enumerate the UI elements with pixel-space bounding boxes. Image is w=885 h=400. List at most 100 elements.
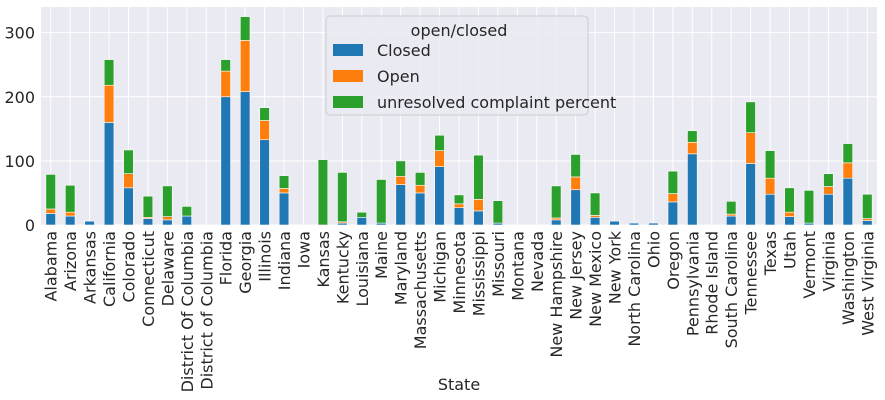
x-tick-label: Vermont bbox=[800, 231, 819, 299]
x-tick-label: District of Columbia bbox=[197, 231, 216, 390]
bar-closed-pennsylvania bbox=[687, 153, 698, 226]
bar-unresolved-complaint-percent-michigan bbox=[434, 134, 445, 151]
bar-open-delaware bbox=[162, 216, 173, 221]
legend-swatch bbox=[333, 96, 363, 108]
bar-closed-connecticut bbox=[142, 218, 154, 226]
legend: open/closed Closed Open unresolved complai… bbox=[325, 15, 616, 116]
x-tick-label: Massachusetts bbox=[411, 231, 430, 349]
bar-closed-california bbox=[103, 122, 115, 226]
bar-unresolved-complaint-percent-mississippi bbox=[473, 154, 484, 200]
x-tick-label: Pennsylvania bbox=[683, 231, 702, 336]
x-tick-label: Alabama bbox=[42, 231, 61, 302]
x-tick-label: Arkansas bbox=[81, 231, 100, 304]
bar-closed-massachusetts bbox=[414, 192, 426, 226]
x-tick-label: Oregon bbox=[664, 231, 683, 290]
bar-open-texas bbox=[764, 177, 776, 195]
bar-closed-oregon bbox=[667, 201, 679, 226]
x-tick-label: Texas bbox=[761, 231, 780, 276]
bar-unresolved-complaint-percent-california bbox=[103, 59, 115, 86]
x-tick-label: Illinois bbox=[256, 231, 275, 282]
bar-closed-north-carolina bbox=[628, 222, 640, 226]
x-tick-label: West Virginia bbox=[858, 231, 877, 336]
bar-unresolved-complaint-percent-illinois bbox=[259, 107, 270, 121]
legend-label: unresolved complaint percent bbox=[377, 93, 616, 112]
x-tick-label: Mississippi bbox=[469, 231, 488, 316]
bar-closed-new-mexico bbox=[589, 217, 601, 226]
bar-unresolved-complaint-percent-pennsylvania bbox=[687, 130, 698, 143]
x-tick-label: Minnesota bbox=[450, 231, 469, 314]
x-tick-label: Connecticut bbox=[139, 231, 158, 327]
legend-title: open/closed bbox=[411, 21, 508, 40]
bar-closed-virginia bbox=[823, 193, 834, 226]
bar-open-alabama bbox=[45, 208, 56, 214]
bar-open-georgia bbox=[239, 40, 251, 92]
bar-closed-delaware bbox=[162, 219, 173, 226]
x-tick-label: Kentucky bbox=[333, 231, 352, 304]
x-tick-label: Georgia bbox=[236, 231, 255, 294]
bar-closed-arizona bbox=[65, 215, 76, 226]
y-tick-label: 0 bbox=[25, 216, 35, 235]
bar-closed-maryland bbox=[395, 184, 406, 226]
bar-unresolved-complaint-percent-florida bbox=[220, 59, 231, 72]
bar-open-new-jersey bbox=[570, 176, 581, 191]
bar-closed-south-carolina bbox=[726, 215, 737, 226]
bar-unresolved-complaint-percent-washington bbox=[842, 143, 853, 164]
x-tick-label: Maine bbox=[372, 231, 391, 279]
bar-open-maryland bbox=[395, 175, 406, 185]
x-axis-title: State bbox=[438, 375, 480, 394]
bar-open-tennessee bbox=[745, 132, 756, 164]
bar-unresolved-complaint-percent-new-mexico bbox=[589, 192, 601, 216]
x-tick-label: District Of Columbia bbox=[178, 231, 197, 392]
bar-open-oregon bbox=[667, 193, 679, 203]
bar-closed-arkansas bbox=[84, 220, 95, 226]
bar-unresolved-complaint-percent-louisiana bbox=[356, 211, 367, 218]
x-tick-label: North Carolina bbox=[625, 231, 644, 347]
bar-open-virginia bbox=[823, 186, 834, 195]
legend-label: Open bbox=[377, 67, 420, 86]
bar-open-michigan bbox=[434, 150, 445, 167]
bar-unresolved-complaint-percent-indiana bbox=[278, 175, 290, 189]
bar-unresolved-complaint-percent-connecticut bbox=[142, 195, 154, 218]
bar-unresolved-complaint-percent-maine bbox=[376, 179, 387, 224]
bar-closed-ohio bbox=[648, 222, 659, 226]
x-tick-label: Missouri bbox=[489, 231, 508, 297]
bar-open-arizona bbox=[65, 211, 76, 217]
bar-unresolved-complaint-percent-vermont bbox=[803, 190, 815, 224]
bar-open-illinois bbox=[259, 120, 270, 141]
x-tick-label: Colorado bbox=[119, 231, 138, 303]
bar-open-pennsylvania bbox=[687, 141, 698, 155]
x-tick-label: New Hampshire bbox=[547, 231, 566, 358]
bar-closed-colorado bbox=[123, 187, 134, 226]
legend-label: Closed bbox=[377, 41, 431, 60]
x-tick-label: California bbox=[100, 231, 119, 307]
x-tick-label: Iowa bbox=[294, 231, 313, 268]
bar-unresolved-complaint-percent-colorado bbox=[123, 149, 134, 175]
bar-closed-georgia bbox=[239, 91, 251, 226]
bar-closed-district-of-columbia bbox=[181, 215, 192, 226]
legend-swatch bbox=[333, 70, 363, 82]
x-tick-label: Florida bbox=[217, 231, 236, 285]
bar-open-california bbox=[103, 84, 115, 123]
x-tick-label: New Mexico bbox=[586, 231, 605, 327]
x-tick-label: Montana bbox=[508, 231, 527, 301]
x-tick-labels: Alabama Arizona Arkansas California Colorado… bbox=[42, 230, 878, 392]
bar-closed-new-jersey bbox=[570, 189, 581, 226]
bar-open-indiana bbox=[278, 188, 290, 194]
bar-closed-new-hampshire bbox=[551, 219, 562, 226]
bar-unresolved-complaint-percent-minnesota bbox=[453, 194, 465, 205]
x-tick-label: Tennessee bbox=[742, 231, 761, 315]
bar-unresolved-complaint-percent-delaware bbox=[162, 185, 173, 217]
x-tick-label: Maryland bbox=[392, 231, 411, 305]
y-tick-labels: 0 100 200 300 bbox=[4, 24, 35, 235]
bar-closed-illinois bbox=[259, 139, 270, 226]
bar-unresolved-complaint-percent-west-virginia bbox=[862, 193, 873, 219]
bar-unresolved-complaint-percent-massachusetts bbox=[414, 172, 426, 186]
bar-closed-michigan bbox=[434, 166, 445, 226]
x-tick-label: New York bbox=[606, 230, 625, 304]
legend-box bbox=[325, 15, 589, 116]
bar-open-minnesota bbox=[453, 203, 465, 208]
y-tick-label: 200 bbox=[4, 88, 35, 107]
bar-closed-minnesota bbox=[453, 207, 465, 226]
bar-open-utah bbox=[784, 211, 795, 217]
